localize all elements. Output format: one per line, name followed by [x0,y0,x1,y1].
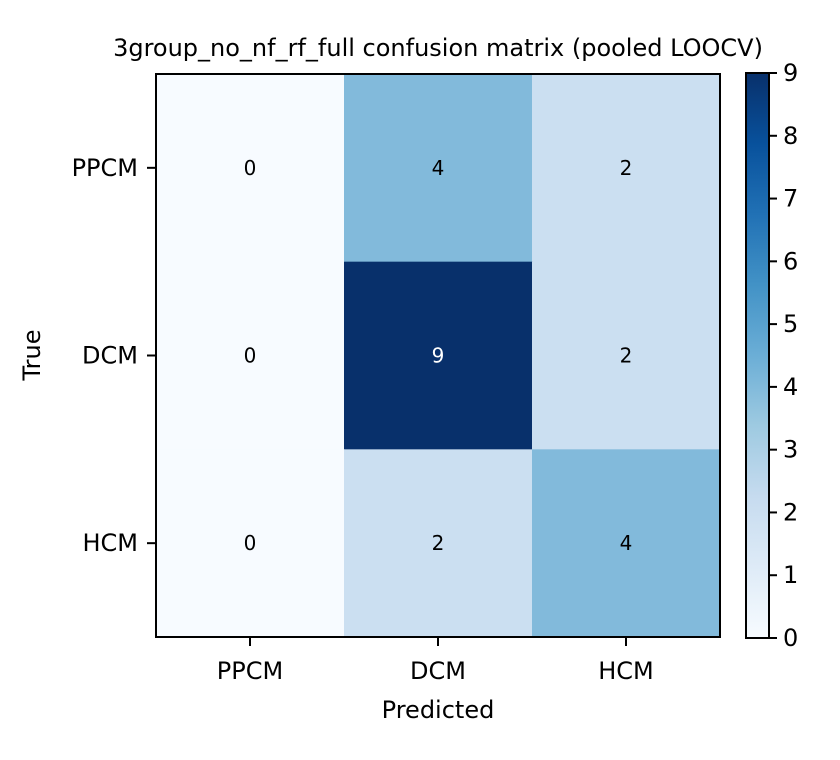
x-tick-label: PPCM [217,657,283,685]
heatmap-cell [156,449,345,638]
heatmap-cell [156,261,345,450]
x-axis-ticks: PPCM DCM HCM [217,637,654,685]
y-axis-label: True [18,330,46,382]
colorbar-ticks: 0 1 2 3 4 5 6 7 8 9 [769,59,798,652]
heatmap-cell [156,74,345,263]
cell-value-label: 4 [620,531,633,555]
x-axis-label: Predicted [382,696,495,724]
colorbar-tick-label: 6 [783,247,798,275]
heatmap-cells [156,74,721,638]
cell-value-labels: 0 4 2 0 9 2 0 2 4 [244,156,633,555]
colorbar-tick-label: 8 [783,122,798,150]
colorbar-tick-label: 3 [783,436,798,464]
heatmap-cell [344,74,533,263]
x-tick-label: HCM [598,657,654,685]
heatmap-cell [532,74,721,263]
heatmap-cell [532,449,721,638]
cell-value-label: 9 [432,344,445,368]
colorbar-tick-label: 2 [783,498,798,526]
heatmap-cell [344,261,533,450]
x-tick-label: DCM [410,657,466,685]
colorbar-tick-label: 4 [783,373,798,401]
y-tick-label: DCM [82,342,138,370]
heatmap-cell [344,449,533,638]
heatmap-cell [532,261,721,450]
chart-title: 3group_no_nf_rf_full confusion matrix (p… [113,34,763,62]
colorbar-tick-label: 1 [783,561,798,589]
cell-value-label: 0 [244,344,257,368]
colorbar-tick-label: 7 [783,185,798,213]
colorbar-tick-label: 0 [783,624,798,652]
y-tick-label: PPCM [72,154,138,182]
cell-value-label: 4 [432,156,445,180]
colorbar [745,72,770,639]
y-axis-ticks: PPCM DCM HCM [72,154,156,557]
cell-value-label: 0 [244,531,257,555]
cell-value-label: 2 [620,344,633,368]
cell-value-label: 2 [432,531,445,555]
colorbar-tick-label: 5 [783,310,798,338]
colorbar-tick-label: 9 [783,59,798,87]
cell-value-label: 0 [244,156,257,180]
y-tick-label: HCM [82,529,138,557]
cell-value-label: 2 [620,156,633,180]
